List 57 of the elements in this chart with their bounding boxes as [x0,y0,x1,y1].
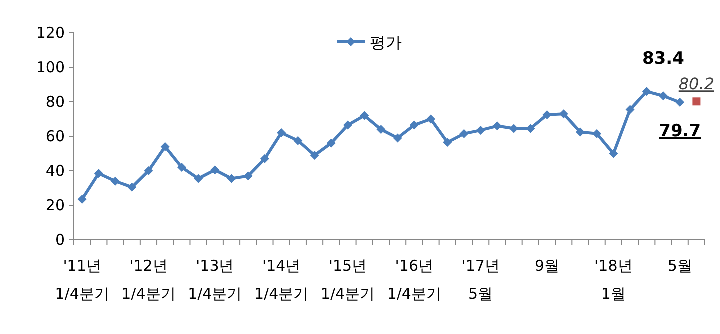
legend: 평가 [337,33,402,52]
y-tick-label: 80 [46,93,65,111]
x-tick-label: 9월 [534,257,560,275]
point [393,134,402,143]
point [492,122,502,131]
point [94,169,104,178]
point [160,142,170,152]
point [111,176,120,186]
point [360,111,370,120]
point [609,149,618,158]
point [642,87,652,96]
point [410,120,419,130]
point [692,98,701,106]
data-label: 83.4 [642,49,685,70]
point [144,166,154,176]
data-label: 80.2 [678,74,715,94]
y-tick-label: 100 [36,58,65,76]
point [260,154,270,164]
y-tick-label: 120 [36,24,65,42]
point [626,105,635,114]
x-tick-label: '12년 1/4분기 [122,257,176,303]
x-tick-label: '15년 1/4분기 [320,257,376,303]
point [476,126,486,135]
x-tick-label: '11년 1/4분기 [55,257,110,303]
point [460,129,469,138]
point [177,163,186,172]
data-label: 79.7 [659,122,702,142]
y-tick-label: 20 [46,196,65,214]
point [194,174,204,184]
x-tick-label: '13년 1/4분기 [188,257,242,303]
point [210,166,220,175]
point [244,172,253,181]
point [542,110,552,120]
x-tick-label: '14년 1/4분기 [254,257,309,303]
point [376,125,386,134]
point [128,182,137,192]
point [294,136,303,146]
point [443,138,452,148]
x-tick-label: '17년 5월 [462,257,500,303]
point [277,128,286,138]
point [658,92,668,101]
point [676,98,685,108]
legend-label: 평가 [370,33,402,52]
point [343,120,352,130]
point [310,150,320,160]
point [576,128,585,137]
point [326,138,336,148]
point [227,174,236,184]
y-tick-label: 60 [46,128,65,146]
y-tick-label: 40 [46,162,65,180]
point [78,194,87,204]
x-tick-label: '18년 1월 [594,257,633,303]
point [426,114,436,124]
point [592,129,602,138]
x-tick-label: '16년 1/4분기 [387,257,442,303]
y-tick-label: 0 [55,231,65,249]
x-tick-label: 5월 [668,257,692,275]
